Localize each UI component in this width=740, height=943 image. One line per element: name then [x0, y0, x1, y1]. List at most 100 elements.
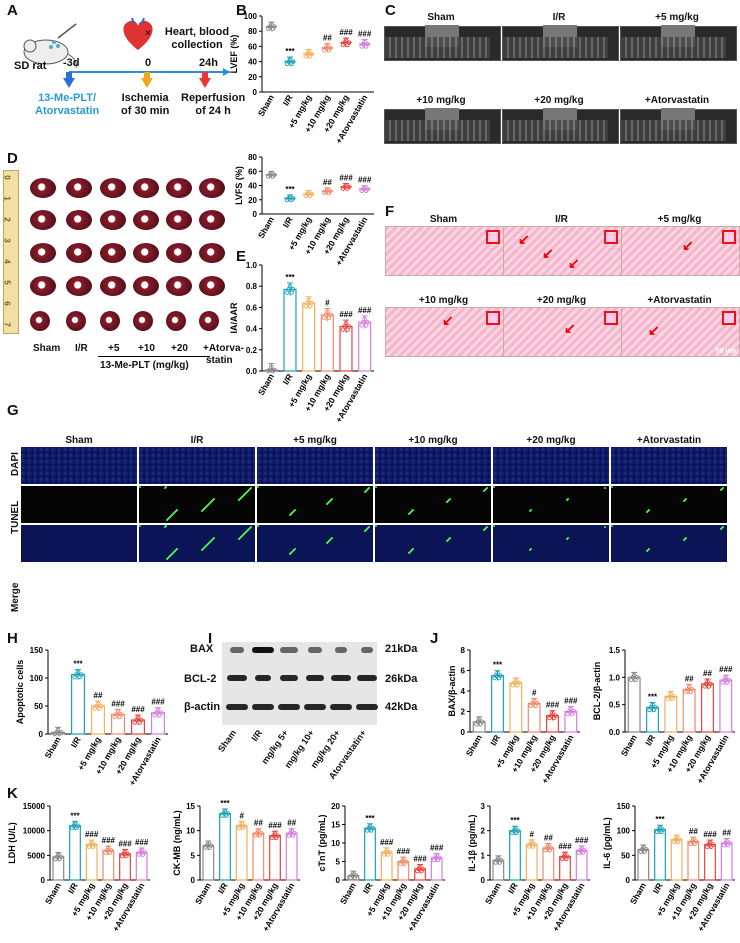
- data-point: [565, 854, 570, 859]
- tunel-image: [611, 447, 727, 484]
- he-image-10: ↙: [385, 307, 504, 357]
- significance-label: ##: [254, 819, 263, 828]
- y-tick-label: 1.0: [609, 673, 621, 682]
- data-point: [158, 710, 164, 715]
- data-point: [272, 831, 278, 836]
- echo-title-20: +20 mg/kg: [534, 95, 584, 106]
- significance-label: ##: [689, 827, 698, 836]
- significance-label: ##: [94, 691, 103, 700]
- data-point: [272, 24, 277, 29]
- panel-letter-d: D: [7, 150, 18, 167]
- blot-band: [252, 704, 274, 710]
- y-tick-label: 15000: [23, 802, 46, 811]
- data-point: [346, 184, 352, 190]
- y-tick-label: 60: [248, 42, 257, 51]
- d-footer-label: 13-Me-PLT (mg/kg): [100, 360, 189, 371]
- data-point: [290, 59, 296, 64]
- tunel-col-title: +Atorvastatin: [636, 435, 702, 446]
- bar: [302, 302, 316, 372]
- y-tick-label: 0: [191, 876, 196, 885]
- blot-band: [280, 675, 298, 681]
- data-point: [58, 854, 64, 860]
- x-tick-label: I/R: [651, 881, 665, 895]
- data-point: [515, 828, 520, 833]
- he-image-ator: ↙ 50 μm: [621, 307, 740, 357]
- tunel-image: [139, 525, 255, 562]
- significance-label: ###: [339, 174, 353, 183]
- x-tick-label: I/R: [643, 733, 657, 747]
- y-tick-label: 0: [39, 730, 44, 739]
- tunel-image: [375, 525, 491, 562]
- data-point: [553, 713, 558, 718]
- tunel-image: [21, 486, 137, 523]
- y-tick-label: 15: [331, 821, 340, 830]
- data-point: [705, 679, 710, 684]
- data-point: [346, 40, 352, 45]
- significance-label: #: [325, 298, 330, 307]
- data-point: [362, 316, 367, 322]
- panel-letter-g: G: [7, 402, 19, 419]
- data-point: [571, 709, 577, 714]
- data-point: [534, 701, 540, 706]
- y-axis-label: IA/AAR: [229, 302, 239, 333]
- data-point: [118, 712, 124, 717]
- data-point: [710, 842, 715, 847]
- bar: [719, 679, 733, 733]
- data-point: [579, 845, 584, 851]
- y-axis-label: LVFS (%): [234, 166, 244, 205]
- heart-slice: [166, 210, 192, 230]
- data-point: [516, 680, 522, 686]
- echo-title-10: +10 mg/kg: [416, 95, 466, 106]
- data-point: [495, 670, 500, 676]
- blot-band: [278, 704, 300, 710]
- y-tick-label: 0.0: [246, 367, 258, 376]
- significance-label: ###: [358, 306, 372, 315]
- heart-slice: [133, 243, 159, 263]
- heart-slice: [166, 243, 192, 263]
- y-axis-label: CK-MB (ng/mL): [172, 810, 182, 875]
- heart-icon: ×: [123, 18, 153, 50]
- data-point: [365, 41, 370, 47]
- heart-slice: [133, 178, 159, 198]
- blot-band: [227, 675, 247, 681]
- data-point: [367, 823, 373, 829]
- data-point: [206, 840, 211, 846]
- y-axis-label: LVEF (%): [229, 35, 239, 74]
- y-tick-label: 100: [244, 12, 258, 21]
- data-point: [309, 191, 314, 197]
- data-point: [95, 701, 101, 706]
- heart-slice: [100, 210, 126, 230]
- bar: [525, 843, 538, 881]
- data-point: [72, 821, 78, 826]
- x-tick-label: Sham: [464, 733, 484, 758]
- heart-slice: [133, 276, 159, 296]
- ischemia-line2: of 30 min: [121, 105, 170, 117]
- data-point: [75, 823, 80, 828]
- significance-label: ###: [135, 838, 149, 847]
- y-tick-label: 1.5: [609, 646, 621, 655]
- panel-letter-j: J: [430, 630, 439, 647]
- heart-slice: [199, 243, 225, 263]
- tunel-image: [139, 447, 255, 484]
- panel-letter-a: A: [7, 2, 18, 19]
- data-point: [479, 719, 485, 725]
- data-point: [512, 826, 518, 831]
- sd-rat-label: SD rat: [14, 60, 47, 72]
- y-tick-label: 10000: [23, 827, 46, 836]
- data-point: [657, 825, 663, 830]
- d-label-5: +5: [108, 343, 120, 354]
- tunel-image: [493, 447, 609, 484]
- heart-slice: [166, 311, 186, 331]
- d-label-10: +10: [138, 343, 155, 354]
- d-label-ir: I/R: [75, 343, 88, 354]
- data-point: [387, 850, 392, 855]
- bar: [687, 840, 700, 881]
- data-point: [529, 839, 534, 845]
- data-point: [272, 172, 277, 178]
- y-axis-label: BAX/β-actin: [447, 666, 457, 717]
- blot-band: [226, 704, 248, 710]
- significance-label: ***: [365, 814, 375, 823]
- ischemia-label: Ischemia of 30 min: [121, 92, 169, 118]
- time-24h: 24h: [199, 57, 218, 69]
- data-point: [306, 297, 311, 303]
